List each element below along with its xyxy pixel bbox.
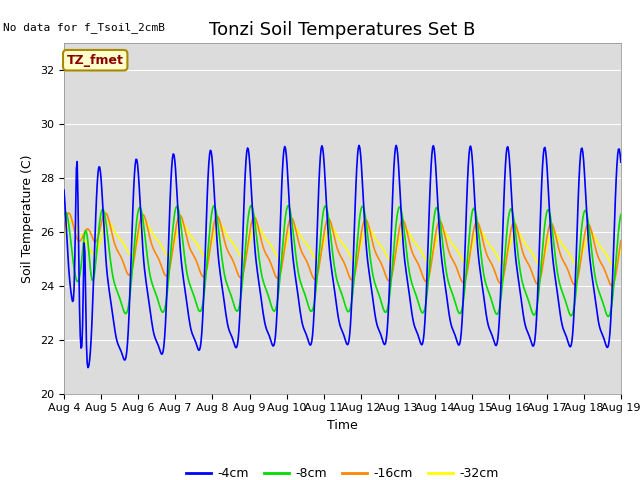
Text: No data for f_Tsoil_2cmB: No data for f_Tsoil_2cmB bbox=[3, 22, 165, 33]
Y-axis label: Soil Temperature (C): Soil Temperature (C) bbox=[22, 154, 35, 283]
Text: TZ_fmet: TZ_fmet bbox=[67, 54, 124, 67]
X-axis label: Time: Time bbox=[327, 419, 358, 432]
Legend: -4cm, -8cm, -16cm, -32cm: -4cm, -8cm, -16cm, -32cm bbox=[182, 462, 503, 480]
Title: Tonzi Soil Temperatures Set B: Tonzi Soil Temperatures Set B bbox=[209, 21, 476, 39]
